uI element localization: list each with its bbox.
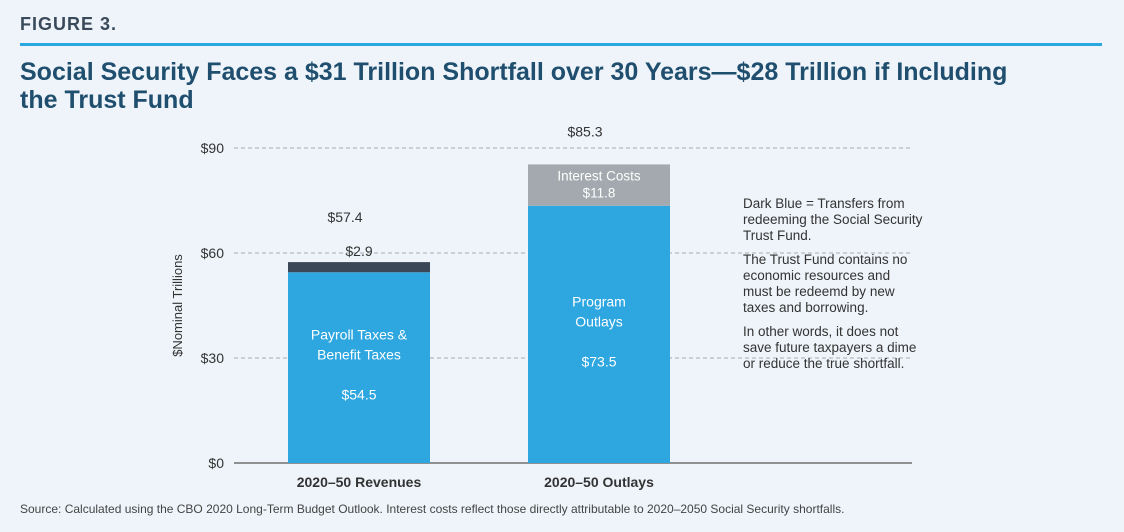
y-tick-label: $90 [201, 140, 225, 156]
bar-segment [528, 164, 670, 206]
chart-title: Social Security Faces a $31 Trillion Sho… [20, 58, 1008, 114]
header-rule [20, 43, 1102, 46]
source-note: Source: Calculated using the CBO 2020 Lo… [20, 502, 845, 516]
y-tick-label: $0 [208, 455, 224, 471]
segment-value-label: $54.5 [341, 387, 376, 403]
segment-value-label: $11.8 [583, 185, 616, 200]
segment-value-label: $2.9 [345, 243, 372, 259]
segment-name-label: Benefit Taxes [317, 347, 401, 363]
bar-segment [288, 272, 430, 463]
x-category-label: 2020–50 Outlays [544, 474, 654, 490]
bar-segment [288, 262, 430, 273]
total-label: $57.4 [327, 209, 362, 225]
segment-name-label: Outlays [575, 313, 622, 329]
y-axis-title: $Nominal Trillions [170, 254, 185, 357]
side-notes: Dark Blue = Transfers from redeeming the… [743, 196, 923, 380]
note-dark-blue: Dark Blue = Transfers from redeeming the… [743, 196, 923, 243]
segment-name-label: Program [572, 293, 626, 309]
segment-value-label: $73.5 [581, 353, 616, 369]
total-label: $85.3 [567, 123, 602, 139]
y-tick-label: $60 [201, 245, 225, 261]
y-tick-label: $30 [201, 350, 225, 366]
figure-label: FIGURE 3. [20, 14, 118, 34]
note-other-words: In other words, it does not save future … [743, 324, 917, 371]
x-category-label: 2020–50 Revenues [297, 474, 422, 490]
bar-segment [528, 205, 670, 463]
segment-name-label: Payroll Taxes & [311, 327, 408, 343]
note-trust-fund: The Trust Fund contains no economic reso… [743, 252, 908, 315]
segment-name-label: Interest Costs [557, 168, 641, 183]
bar-chart: $0 $30 $60 $90 $Nominal Trillions Payroll Tax… [170, 123, 912, 490]
